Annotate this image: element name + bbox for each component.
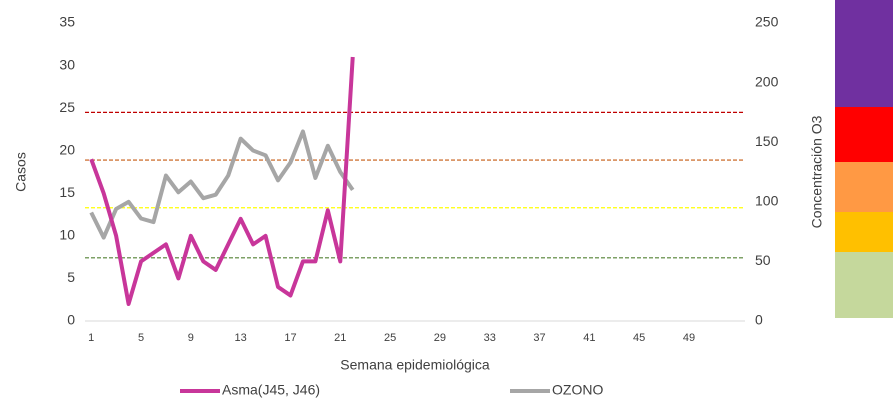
y-tick-label: 20 — [59, 141, 75, 157]
y2-axis-label: Concentración O3 — [809, 115, 825, 228]
y-tick-label: 0 — [67, 312, 75, 328]
y2-tick-label: 250 — [755, 14, 779, 30]
x-tick-label: 5 — [138, 332, 144, 344]
y2-tick-label: 0 — [755, 312, 763, 328]
legend-label: Asma(J45, J46) — [222, 382, 320, 398]
x-axis-label: Semana epidemiológica — [340, 357, 490, 373]
legend-label: OZONO — [552, 382, 603, 398]
y2-tick-label: 100 — [755, 193, 779, 209]
y2-tick-label: 150 — [755, 133, 779, 149]
x-tick-label: 25 — [384, 332, 396, 344]
x-tick-label: 45 — [633, 332, 645, 344]
x-tick-label: 21 — [334, 332, 346, 344]
y-axis-label: Casos — [13, 152, 29, 192]
band-purple — [835, 0, 893, 107]
band-red — [835, 107, 893, 162]
y-tick-label: 25 — [59, 99, 75, 115]
y2-tick-label: 50 — [755, 252, 771, 268]
band-green — [835, 252, 893, 318]
x-tick-label: 1 — [88, 332, 94, 344]
x-tick-label: 49 — [683, 332, 695, 344]
x-tick-label: 13 — [235, 332, 247, 344]
y-tick-label: 10 — [59, 227, 75, 243]
x-tick-label: 29 — [434, 332, 446, 344]
y2-tick-label: 200 — [755, 73, 779, 89]
series-line — [89, 129, 355, 240]
x-tick-label: 41 — [583, 332, 595, 344]
y-tick-label: 35 — [59, 14, 75, 30]
series-line — [89, 56, 355, 306]
x-tick-label: 17 — [284, 332, 296, 344]
band-yellow — [835, 212, 893, 252]
y-tick-label: 5 — [67, 269, 75, 285]
x-tick-label: 37 — [533, 332, 545, 344]
y-tick-label: 30 — [59, 56, 75, 72]
x-tick-label: 9 — [188, 332, 194, 344]
y-tick-label: 15 — [59, 184, 75, 200]
band-orange — [835, 162, 893, 212]
x-tick-label: 33 — [484, 332, 496, 344]
